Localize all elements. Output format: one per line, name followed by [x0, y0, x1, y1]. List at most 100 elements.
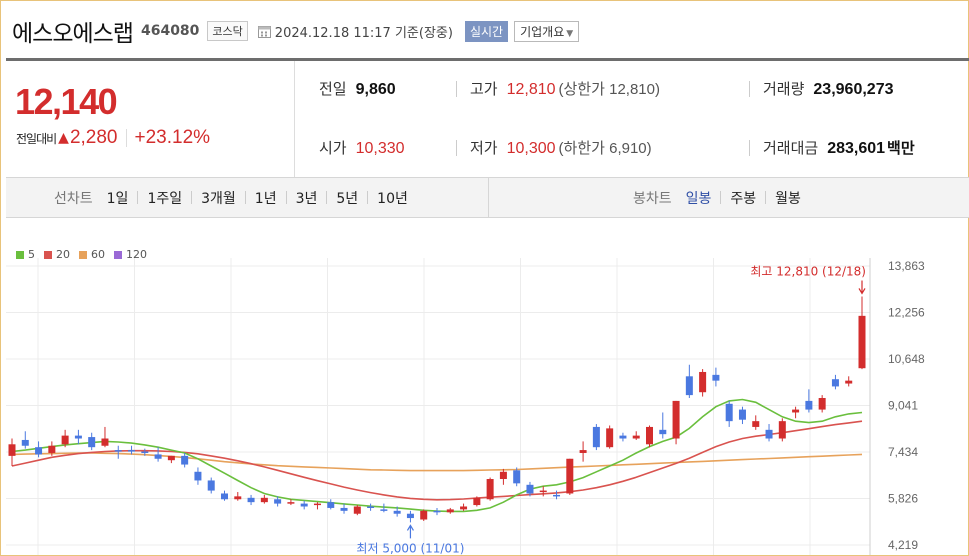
candle-body: [513, 470, 521, 484]
min-price-label: 최저 5,000 (11/01): [356, 541, 464, 555]
candle-body: [792, 409, 800, 413]
candle-body: [606, 428, 614, 448]
up-triangle-icon: ▲: [58, 130, 69, 146]
candle-body: [74, 435, 82, 439]
candle-body: [460, 506, 468, 510]
company-overview-dropdown[interactable]: 기업개요 ▼: [514, 20, 580, 42]
tab-daily[interactable]: 일봉: [685, 190, 712, 207]
candle-body: [300, 503, 308, 507]
chart-tabbar: 선차트 1일 1주일 3개월 1년 3년 5년 10년 봉차트 일봉 주봉 월봉: [6, 177, 969, 218]
candle-body: [393, 510, 401, 514]
tab-1w[interactable]: 1주일: [147, 190, 183, 207]
candle-body: [35, 447, 43, 455]
tab-weekly[interactable]: 주봉: [730, 190, 757, 207]
candle-body: [194, 471, 202, 481]
current-price: 12,140: [15, 81, 118, 122]
stat-low: 저가 10,300 (하한가 6,910): [456, 137, 652, 158]
stock-name: 에스오에스랩: [12, 21, 134, 47]
tab-3y[interactable]: 3년: [295, 190, 318, 207]
candle-body: [327, 502, 335, 508]
legend-ma120: 120: [114, 248, 147, 261]
y-tick-label: 9,041: [888, 399, 918, 413]
candle-body: [752, 421, 760, 427]
datetime: 2024.12.18 11:17 기준(장중): [274, 25, 453, 41]
legend-ma20: 20: [44, 248, 70, 261]
candle-body: [128, 450, 136, 452]
y-tick-label: 5,826: [888, 492, 918, 506]
tab-monthly[interactable]: 월봉: [775, 190, 801, 207]
candle-body: [845, 380, 853, 384]
y-tick-label: 13,863: [888, 259, 925, 273]
candle-body: [181, 455, 189, 465]
candle-body: [473, 497, 481, 506]
candle-body: [313, 503, 321, 506]
candle-body: [260, 497, 268, 503]
ma5-line: [11, 398, 863, 513]
ma60-line: [11, 452, 863, 472]
candle-body: [353, 506, 361, 514]
tab-1y[interactable]: 1년: [254, 190, 277, 207]
candle-body: [632, 435, 640, 439]
candle-body: [88, 437, 96, 448]
legend-ma5: 5: [16, 248, 35, 261]
candle-body: [207, 480, 215, 491]
candle-body: [234, 496, 242, 500]
candle-chart-title: 봉차트: [633, 190, 672, 207]
realtime-button[interactable]: 실시간: [464, 20, 509, 42]
calendar-icon: [257, 25, 271, 38]
candle-body: [831, 379, 839, 387]
stat-high: 고가 12,810 (상한가 12,810): [456, 78, 660, 99]
candle-body: [287, 502, 295, 504]
stock-header: 에스오에스랩 464080 코스닥 2024.12.18 11:17 기준(장중…: [12, 14, 580, 48]
stock-code: 464080: [140, 23, 200, 39]
line-chart-title: 선차트: [54, 190, 93, 207]
min-arrow-icon: [406, 524, 414, 539]
market-badge: 코스닥: [207, 21, 248, 41]
candle-body: [21, 439, 29, 446]
candle-body: [221, 493, 228, 500]
candle-body: [818, 398, 826, 410]
candlestick-chart[interactable]: 13,863 12,256 10,648 9,041 7,434 5,826 4,219 최고…: [6, 218, 969, 556]
candle-body: [446, 509, 454, 513]
candle-body: [406, 513, 414, 519]
candle-body: [48, 445, 56, 453]
y-tick-label: 7,434: [888, 445, 918, 459]
candle-body: [499, 471, 507, 480]
candle-body: [274, 499, 282, 504]
candle-chart-tabs: 봉차트 일봉 주봉 월봉: [633, 178, 801, 217]
candle-body: [805, 400, 813, 410]
candle-body: [699, 371, 707, 393]
candle-body: [101, 438, 109, 446]
candle-body: [566, 458, 574, 494]
stat-trade-amount: 거래대금 283,601 백만: [749, 137, 915, 158]
stat-volume: 거래량 23,960,273: [749, 78, 893, 99]
max-arrow-icon: [858, 280, 866, 295]
candle-body: [659, 429, 667, 435]
candle-body: [61, 435, 69, 445]
y-tick-label: 4,219: [888, 538, 918, 552]
header-divider: [6, 58, 969, 61]
change-label: 전일대비: [16, 131, 57, 146]
candle-body: [858, 315, 866, 369]
candle-body: [646, 426, 653, 445]
change-amount: 2,280: [69, 127, 118, 148]
candle-body: [539, 490, 547, 493]
stat-prev-close: 전일 9,860: [319, 80, 396, 98]
tab-1d[interactable]: 1일: [106, 190, 129, 207]
price-chart: 5 20 60 120 13,863 12,256 10,648 9,041 7,434…: [6, 218, 969, 556]
candle-body: [340, 507, 348, 511]
candle-body: [247, 497, 255, 503]
chevron-down-icon: ▼: [566, 28, 574, 39]
candle-body: [579, 450, 587, 453]
tab-10y[interactable]: 10년: [377, 190, 408, 207]
candle-body: [685, 376, 693, 396]
candle-body: [592, 426, 600, 448]
tab-5y[interactable]: 5년: [336, 190, 359, 207]
candle-body: [486, 479, 494, 500]
legend-ma60: 60: [79, 248, 105, 261]
candle-body: [526, 484, 534, 494]
candle-body: [672, 400, 680, 439]
candle-body: [167, 455, 175, 461]
candle-body: [725, 403, 733, 422]
tab-3m[interactable]: 3개월: [201, 190, 236, 207]
